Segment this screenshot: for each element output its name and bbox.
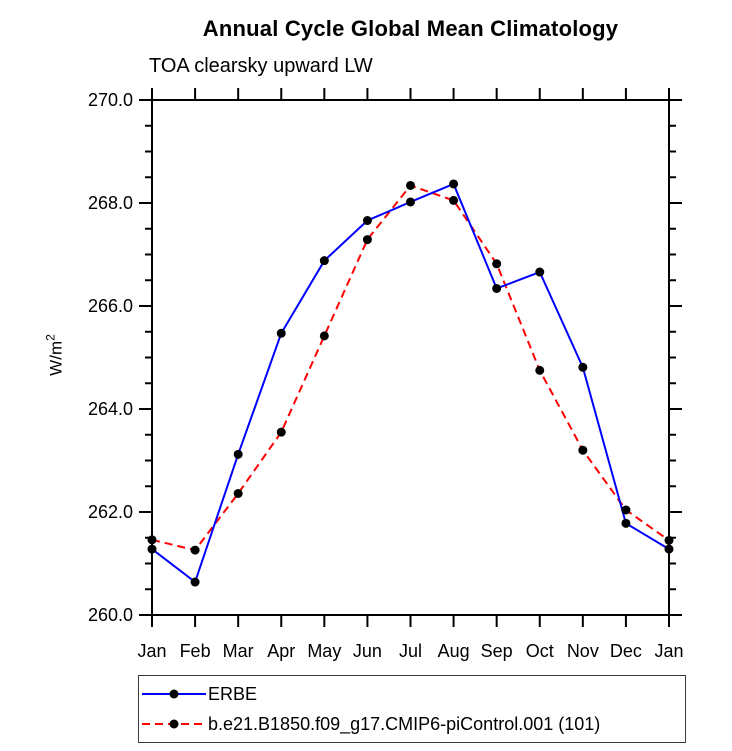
model-data-point <box>578 445 588 455</box>
legend-item-erbe: ERBE <box>141 680 685 708</box>
model-data-point <box>147 535 157 545</box>
legend-label-erbe: ERBE <box>208 683 258 704</box>
erbe-data-point <box>621 518 631 528</box>
erbe-series-line <box>151 182 670 584</box>
y-tick-label: 270.0 <box>88 90 133 110</box>
month-label: Aug <box>438 641 470 661</box>
month-label: Jan <box>654 641 683 661</box>
erbe-data-point <box>664 544 674 554</box>
erbe-data-point <box>406 197 415 207</box>
erbe-data-point <box>319 256 329 266</box>
legend-item-model: b.e21.B1850.f09_g17.CMIP6-piControl.001 … <box>141 710 685 738</box>
month-label: Jun <box>353 641 382 661</box>
month-label: Nov <box>567 641 599 661</box>
model-data-point <box>406 180 415 190</box>
erbe-data-point <box>535 267 545 277</box>
erbe-data-point <box>578 362 588 372</box>
month-label: Mar <box>223 641 254 661</box>
erbe-data-point <box>190 577 200 587</box>
month-label: Sep <box>481 641 513 661</box>
erbe-data-point <box>233 449 243 459</box>
erbe-data-point <box>362 216 372 226</box>
y-tick-label: 264.0 <box>88 399 133 419</box>
model-data-point <box>535 365 545 375</box>
erbe-sample-marker <box>169 689 179 699</box>
month-label: Jul <box>399 641 422 661</box>
model-data-point <box>190 545 200 555</box>
month-label: Jan <box>137 641 166 661</box>
model-series-line <box>151 184 670 552</box>
month-label: Dec <box>610 641 642 661</box>
y-tick-label: 266.0 <box>88 296 133 316</box>
model-data-point <box>664 535 674 545</box>
erbe-data-point <box>492 283 502 293</box>
model-data-point <box>233 488 243 498</box>
y-tick-label: 268.0 <box>88 193 133 213</box>
month-label: May <box>307 641 341 661</box>
chart-subtitle: TOA clearsky upward LW <box>149 55 373 77</box>
month-label: Feb <box>180 641 211 661</box>
erbe-data-point <box>276 328 286 338</box>
model-line-sample-icon <box>142 719 206 729</box>
axis-frame <box>151 99 670 616</box>
model-data-point <box>621 505 631 515</box>
model-data-point <box>449 195 459 205</box>
model-data-point <box>319 331 329 341</box>
model-data-point <box>362 235 372 245</box>
legend-label-model: b.e21.B1850.f09_g17.CMIP6-piControl.001 … <box>208 713 601 734</box>
month-label: Oct <box>526 641 554 661</box>
legend: ERBE b.e21.B1850.f09_g17.CMIP6-piControl… <box>138 675 686 743</box>
model-data-point <box>492 259 502 269</box>
model-data-point <box>276 427 286 437</box>
month-label: Apr <box>267 641 295 661</box>
erbe-data-point <box>147 544 157 554</box>
y-tick-label: 260.0 <box>88 605 133 625</box>
erbe-line-sample-icon <box>142 689 206 699</box>
chart-title: Annual Cycle Global Mean Climatology <box>202 16 619 41</box>
y-tick-label: 262.0 <box>88 502 133 522</box>
erbe-data-point <box>449 179 459 189</box>
model-sample-marker <box>169 719 179 729</box>
